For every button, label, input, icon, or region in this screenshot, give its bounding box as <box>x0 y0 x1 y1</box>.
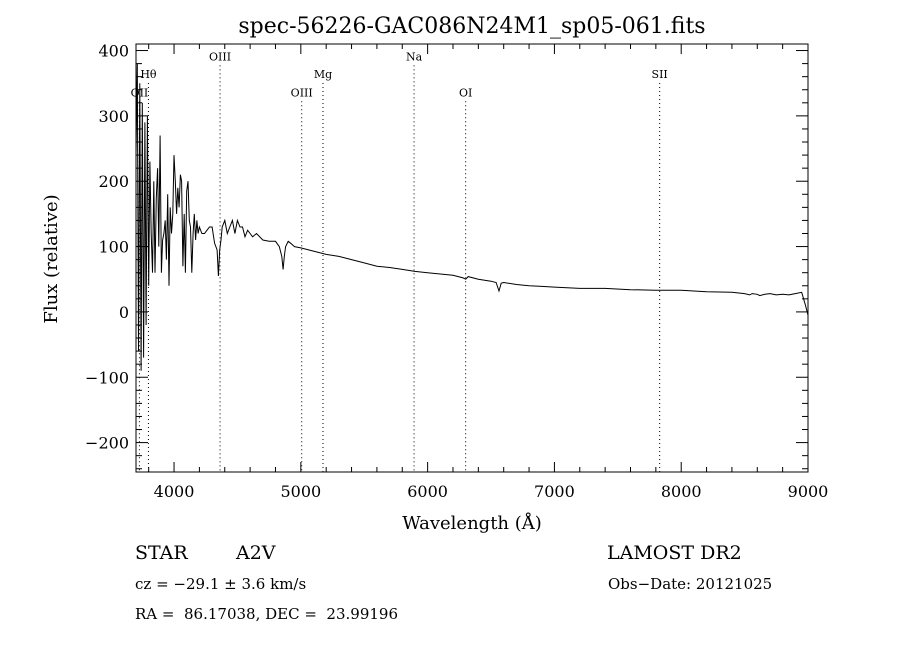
line-marker-label: Mg <box>314 68 332 81</box>
spectral-class: A2V <box>236 542 276 564</box>
plot-frame <box>135 43 809 473</box>
y-tick-label: −200 <box>85 434 129 453</box>
x-tick-label: 9000 <box>788 482 829 501</box>
x-axis: 4000 5000 6000 7000 8000 9000 <box>148 44 829 501</box>
y-tick-label: 400 <box>98 42 129 61</box>
obs-date: Obs−Date: 20121025 <box>608 575 773 593</box>
spectrum-line <box>135 63 809 371</box>
y-tick-label: 300 <box>98 107 129 126</box>
y-axis: −200 −100 0 100 200 300 400 <box>85 42 808 470</box>
line-marker-label: OIII <box>291 86 313 99</box>
line-marker-label: OIII <box>209 50 231 63</box>
x-tick-label: 4000 <box>154 482 195 501</box>
line-marker-label: Na <box>406 50 423 63</box>
line-marker-label: Hθ <box>140 68 157 81</box>
coordinates-readout: RA = 86.17038, DEC = 23.99196 <box>135 605 399 623</box>
chart-title: spec-56226-GAC086N24M1_sp05-061.fits <box>238 14 705 39</box>
x-tick-label: 7000 <box>534 482 575 501</box>
line-marker-label: OI <box>459 86 472 99</box>
redshift-readout: cz = −29.1 ± 3.6 km/s <box>135 575 307 593</box>
y-tick-label: −100 <box>85 368 129 387</box>
survey-name: LAMOST DR2 <box>607 542 742 564</box>
x-tick-label: 6000 <box>407 482 448 501</box>
x-tick-label: 8000 <box>661 482 702 501</box>
x-axis-label: Wavelength (Å) <box>402 512 542 534</box>
series-group <box>135 63 809 371</box>
x-tick-label: 5000 <box>280 482 321 501</box>
y-tick-label: 100 <box>98 238 129 257</box>
line-marker-label: SII <box>652 68 668 81</box>
y-axis-label: Flux (relative) <box>41 194 62 323</box>
object-type: STAR <box>135 542 188 564</box>
y-tick-label: 200 <box>98 172 129 191</box>
y-tick-label: 0 <box>119 303 129 322</box>
